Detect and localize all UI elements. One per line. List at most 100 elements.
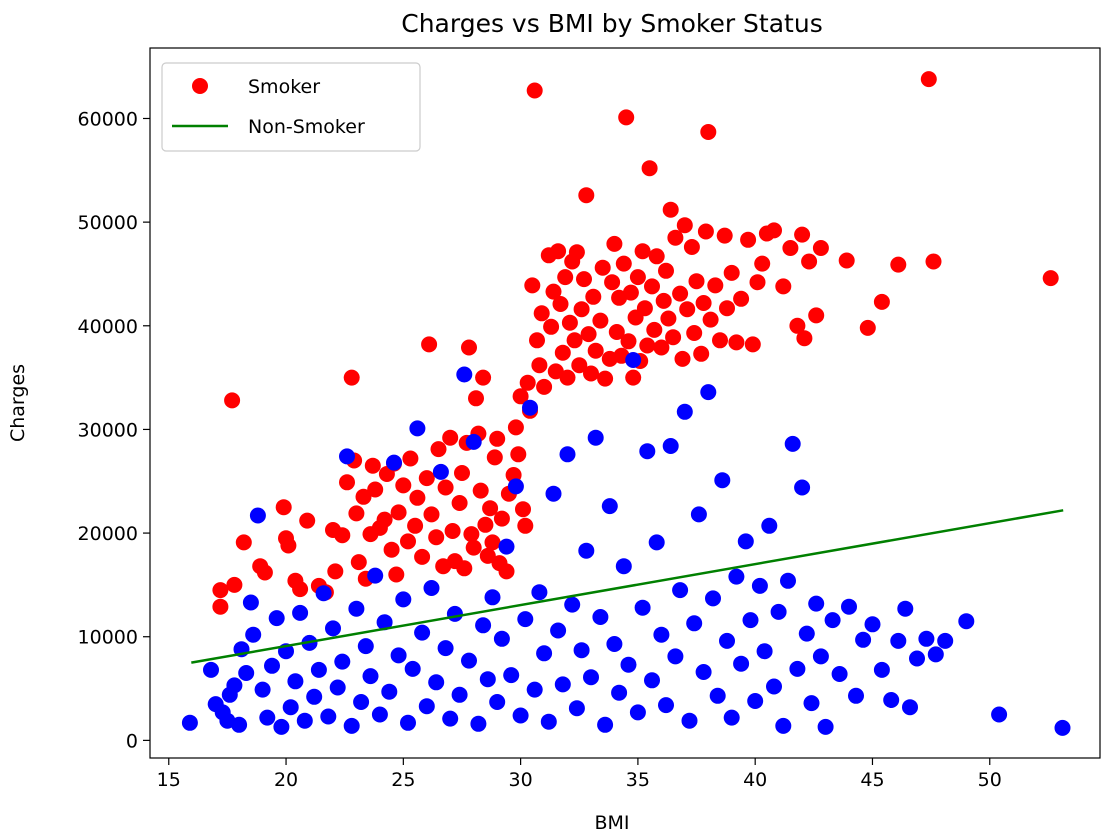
- non-smoker-point-137: [848, 687, 864, 704]
- non-smoker-point-73: [536, 645, 553, 662]
- non-smoker-point-94: [634, 599, 651, 616]
- smoker-point-53: [456, 560, 473, 577]
- non-smoker-point-57: [461, 652, 477, 669]
- smoker-point-18: [339, 474, 355, 491]
- x-tick-label: 15: [157, 769, 181, 791]
- smoker-point-12: [299, 512, 316, 529]
- non-smoker-point-1: [203, 661, 219, 678]
- non-smoker-point-7: [231, 716, 248, 733]
- non-smoker-point-61: [479, 671, 496, 688]
- non-smoker-point-123: [770, 603, 787, 620]
- smoker-point-40: [414, 548, 431, 565]
- smoker-point-36: [400, 533, 416, 550]
- non-smoker-point-126: [784, 435, 801, 452]
- non-smoker-trend-line: [191, 509, 1064, 664]
- legend-smoker-label: Smoker: [248, 76, 320, 98]
- non-smoker-point-103: [676, 403, 693, 420]
- non-smoker-point-79: [564, 596, 581, 613]
- non-smoker-point-60: [475, 617, 492, 634]
- smoker-point-146: [695, 295, 712, 311]
- smoker-point-67: [489, 430, 506, 447]
- smoker-point-6: [256, 564, 273, 581]
- non-smoker-point-11: [245, 626, 262, 643]
- smoker-point-174: [890, 256, 907, 273]
- smoker-point-39: [409, 489, 426, 506]
- non-smoker-point-108: [700, 384, 717, 401]
- non-smoker-point-139: [864, 616, 881, 633]
- smoker-point-90: [550, 243, 567, 260]
- non-smoker-point-114: [728, 568, 745, 585]
- smoker-point-31: [383, 541, 400, 558]
- non-smoker-point-150: [991, 706, 1008, 723]
- x-axis-label: BMI: [594, 812, 629, 834]
- non-smoker-point-132: [812, 648, 829, 665]
- smoker-point-137: [667, 229, 684, 246]
- smoker-point-130: [648, 248, 665, 265]
- non-smoker-point-52: [437, 640, 454, 657]
- smoker-point-150: [707, 277, 724, 294]
- non-smoker-point-115: [733, 655, 750, 672]
- smoker-point-167: [796, 330, 813, 347]
- non-smoker-point-112: [719, 632, 735, 649]
- legend-box: [161, 62, 421, 152]
- non-smoker-point-70: [522, 399, 538, 416]
- non-smoker-point-36: [362, 668, 379, 685]
- smoker-point-85: [536, 378, 553, 395]
- non-smoker-point-128: [794, 479, 811, 496]
- smoker-point-162: [766, 222, 782, 239]
- non-smoker-point-99: [658, 697, 674, 714]
- smoker-point-126: [639, 337, 656, 354]
- non-smoker-point-100: [662, 438, 679, 454]
- non-smoker-point-102: [672, 582, 689, 599]
- non-smoker-point-49: [423, 580, 440, 596]
- non-smoker-point-40: [381, 683, 398, 700]
- smoker-point-111: [604, 274, 621, 291]
- smoker-point-175: [920, 71, 937, 88]
- smoker-point-19: [343, 369, 360, 386]
- smoker-point-75: [512, 388, 529, 405]
- non-smoker-point-35: [357, 638, 374, 655]
- smoker-point-9: [280, 537, 297, 554]
- smoker-point-22: [350, 554, 367, 571]
- smoker-point-99: [571, 357, 588, 374]
- smoker-point-124: [634, 243, 651, 260]
- smoker-point-70: [498, 563, 515, 580]
- smoker-point-156: [733, 290, 750, 307]
- smoker-point-132: [655, 292, 672, 309]
- non-smoker-point-68: [512, 707, 529, 724]
- non-smoker-point-96: [644, 672, 660, 689]
- non-smoker-point-19: [282, 699, 299, 716]
- smoker-point-58: [468, 390, 484, 407]
- non-smoker-point-122: [766, 678, 782, 695]
- non-smoker-point-113: [723, 709, 740, 726]
- non-smoker-point-75: [545, 485, 562, 502]
- non-smoker-point-106: [690, 506, 707, 523]
- smoker-point-94: [559, 369, 576, 386]
- non-smoker-point-125: [780, 572, 796, 589]
- non-smoker-point-47: [414, 624, 431, 641]
- non-smoker-point-55: [451, 686, 468, 703]
- smoker-point-145: [693, 345, 710, 362]
- smoker-point-165: [789, 317, 806, 334]
- smoker-point-160: [754, 255, 771, 272]
- smoker-point-2: [224, 392, 241, 409]
- non-smoker-point-31: [339, 448, 355, 465]
- smoker-point-118: [620, 333, 637, 350]
- smoker-point-153: [719, 300, 735, 317]
- x-tick-label: 20: [274, 769, 298, 791]
- smoker-point-84: [533, 305, 550, 322]
- smoker-point-116: [615, 255, 632, 272]
- non-smoker-point-0: [181, 714, 198, 731]
- smoker-point-141: [679, 301, 696, 318]
- smoker-point-7: [275, 499, 292, 516]
- non-smoker-point-25: [310, 661, 327, 678]
- smoker-point-102: [578, 187, 595, 204]
- smoker-point-106: [587, 342, 604, 359]
- smoker-point-155: [728, 334, 745, 351]
- non-smoker-point-148: [937, 632, 954, 649]
- smoker-point-171: [838, 252, 855, 269]
- y-tick-label: 0: [126, 730, 138, 752]
- smoker-point-170: [812, 240, 829, 256]
- x-tick-label: 50: [978, 769, 1002, 791]
